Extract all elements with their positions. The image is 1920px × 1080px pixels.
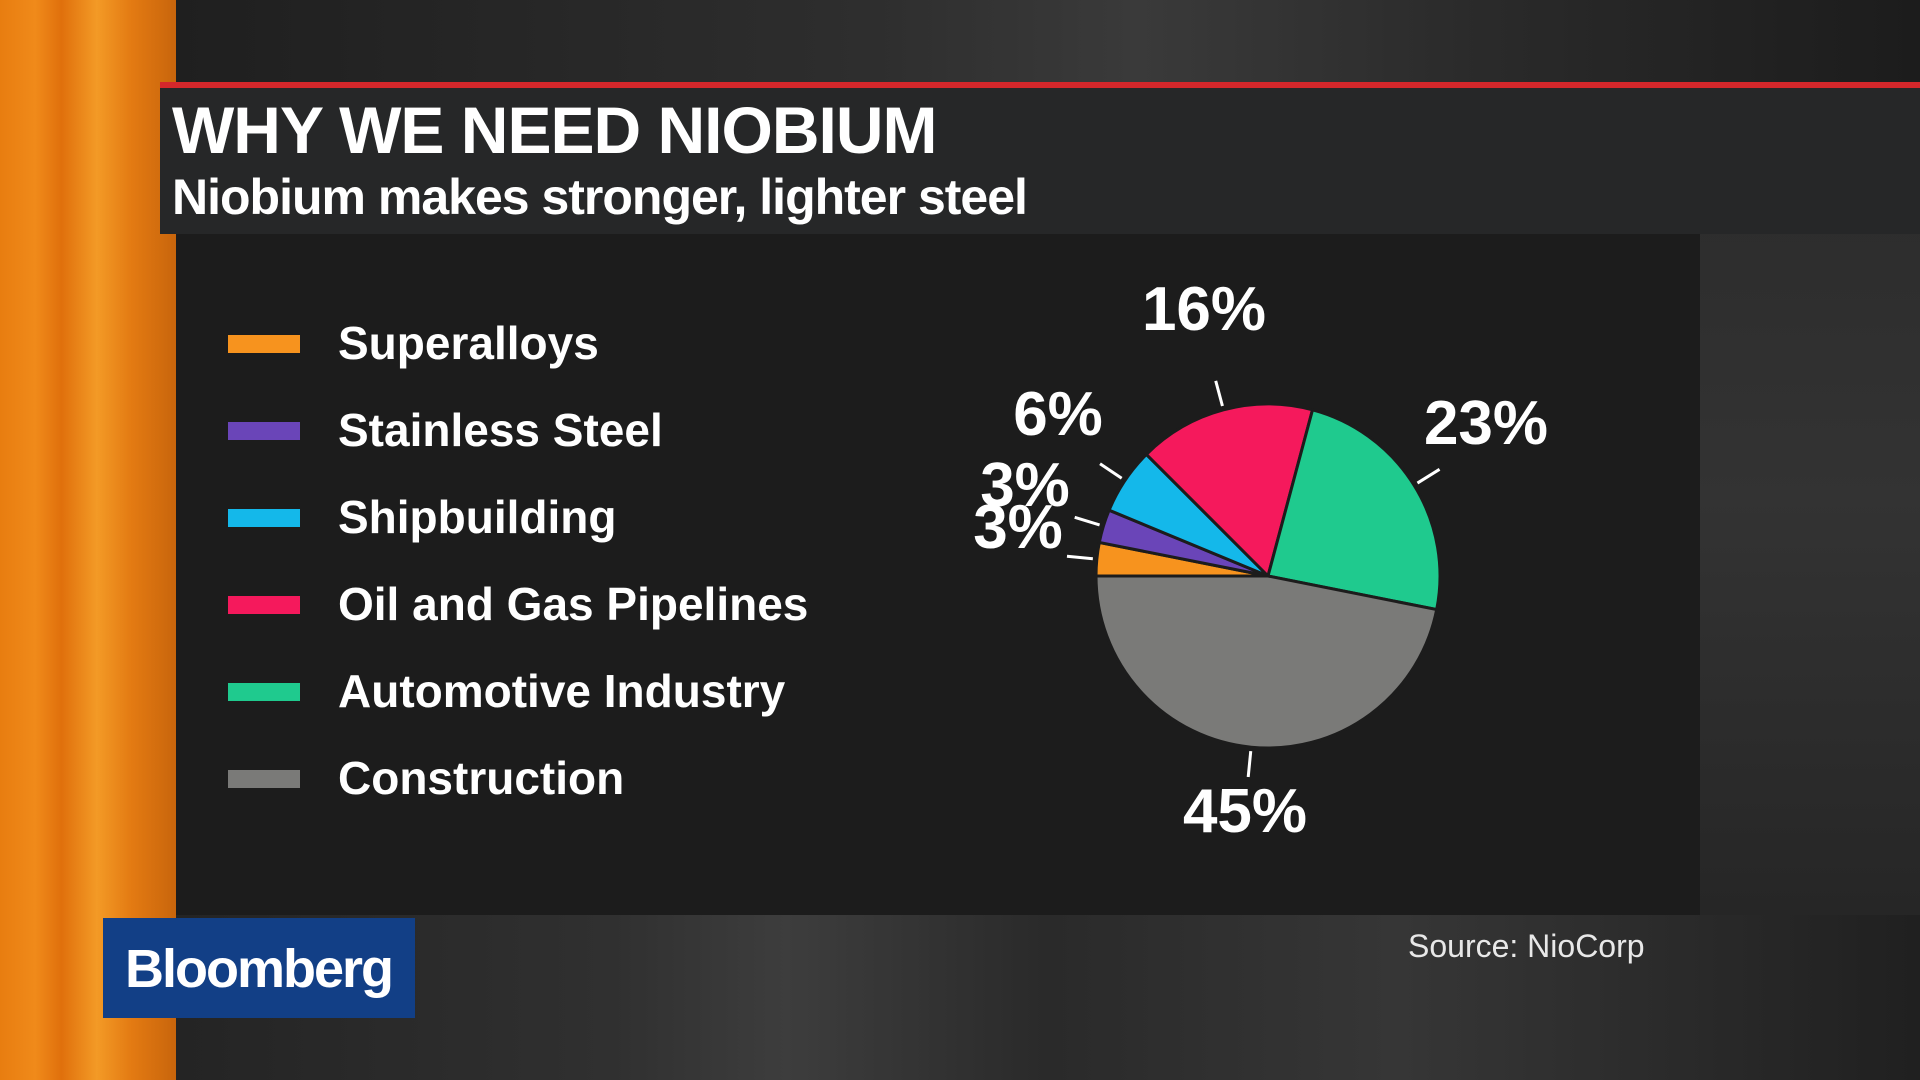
legend-item-stainless-steel: Stainless Steel [228,401,868,457]
legend-swatch [228,335,300,353]
legend-swatch [228,770,300,788]
legend-label: Oil and Gas Pipelines [338,578,809,630]
legend-label: Superalloys [338,317,599,369]
data-label: 45% [1183,777,1307,846]
legend-item-shipbuilding: Shipbuilding [228,488,868,544]
legend-label: Stainless Steel [338,404,663,456]
data-label: 16% [1142,275,1266,344]
legend-swatch [228,596,300,614]
legend-label: Construction [338,752,625,804]
background-bottom [176,915,1920,1080]
legend-item-oil-and-gas-pipelines: Oil and Gas Pipelines [228,575,868,631]
leader-line [1066,554,1093,561]
chart-subtitle: Niobium makes stronger, lighter steel [172,169,1028,225]
pie-slice-construction [1094,574,1439,750]
pie-slice-automotive-industry [1266,408,1442,612]
leader-line [1074,515,1101,527]
bloomberg-logo [103,918,415,1018]
data-label: 6% [1013,380,1103,449]
chart-panel [176,234,1700,915]
legend-item-superalloys: Superalloys [228,314,868,370]
title-bar [160,82,1920,234]
legend-item-automotive-industry: Automotive Industry [228,662,868,718]
orange-side-stripe [0,0,176,1080]
leader-line [1214,380,1224,407]
data-label: 3% [980,451,1070,520]
legend-swatch [228,509,300,527]
pie-slice-oil-and-gas-pipelines [1144,402,1315,579]
data-label: 23% [1424,389,1548,458]
leader-line [1099,462,1123,480]
legend-label: Shipbuilding [338,491,617,543]
data-label: 3% [973,493,1063,562]
source-note: Source: NioCorp [1408,928,1645,964]
logo-text: Bloomberg [125,939,394,999]
legend-swatch [228,422,300,440]
chart-title: WHY WE NEED NIOBIUM [172,93,937,167]
leader-line [1416,468,1441,485]
background-top [176,0,1920,82]
legend-item-construction: Construction [228,749,868,805]
leader-line [1246,751,1253,778]
legend-swatch [228,683,300,701]
legend-label: Automotive Industry [338,665,786,717]
